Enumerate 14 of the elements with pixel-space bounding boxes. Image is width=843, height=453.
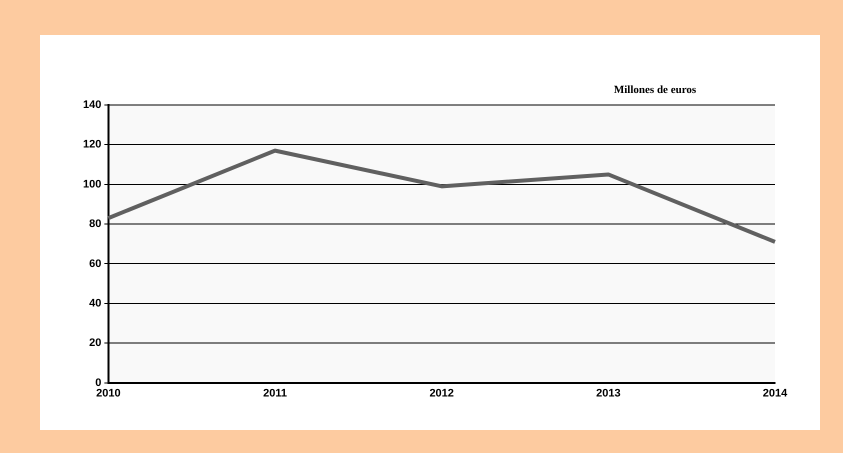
y-tick-label: 140: [82, 99, 102, 112]
y-tick-label: 40: [89, 297, 102, 310]
y-tick-label: 80: [89, 218, 102, 230]
y-tick-label: 0: [95, 376, 102, 389]
y-tick-label: 20: [89, 337, 102, 350]
x-tick-label: 2013: [596, 387, 621, 400]
x-tick-label: 2012: [429, 387, 454, 400]
y-axis-title: Millones de euros: [614, 84, 697, 96]
y-tick-label: 60: [89, 258, 102, 270]
x-tick-label: 2010: [96, 387, 121, 400]
y-tick-label: 100: [82, 178, 102, 190]
x-tick-label: 2011: [263, 387, 287, 400]
y-tick-label: 120: [82, 138, 102, 151]
x-tick-label: 2014: [762, 387, 788, 400]
